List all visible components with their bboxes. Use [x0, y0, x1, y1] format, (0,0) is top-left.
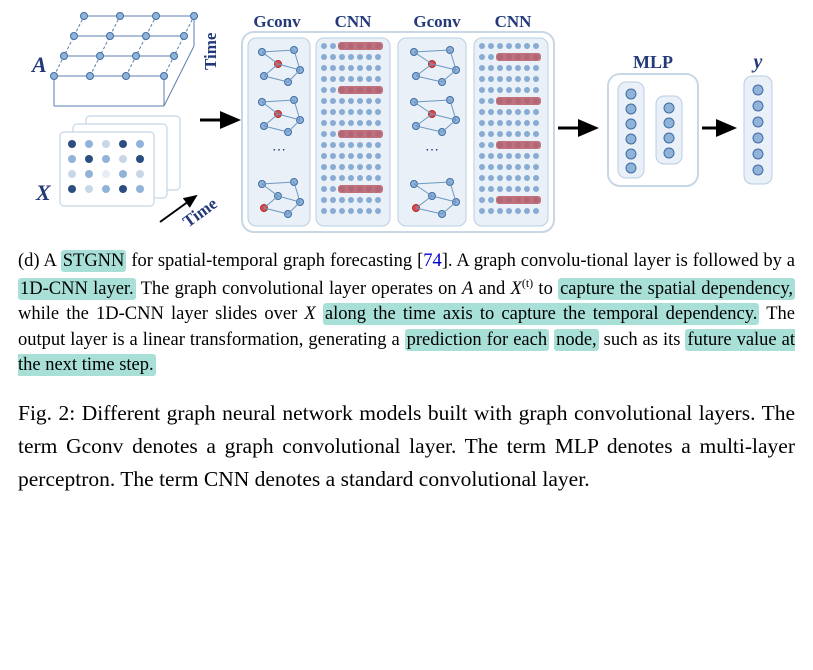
cap-hl-1dcnn: 1D-CNN layer.: [18, 278, 136, 300]
cap-t1: for spatial-temporal graph forecasting [: [126, 251, 423, 271]
cap-X: X: [511, 279, 522, 299]
cap-prefix: (d) A: [18, 251, 61, 271]
cap-hl-node: node,: [554, 329, 599, 351]
citation-74[interactable]: 74: [423, 251, 442, 271]
cap-t7: [316, 304, 323, 324]
A-tensor: [51, 13, 198, 107]
svg-text:⋯: ⋯: [425, 143, 439, 158]
cap-t6: while the 1D-CNN layer slides over: [18, 304, 304, 324]
label-cnn1: CNN: [335, 12, 373, 31]
label-y: y: [752, 51, 763, 73]
label-time-vertical: Time: [201, 32, 220, 70]
label-time-diag: Time: [179, 194, 221, 232]
label-gconv1: Gconv: [253, 12, 301, 31]
cap-hl-spatial: capture the spatial dependency,: [558, 278, 795, 300]
mlp-cols: [618, 82, 682, 178]
cap-X2: X: [304, 304, 315, 324]
figure-caption: Fig. 2: Different graph neural network m…: [18, 397, 795, 497]
cap-hl-pred: prediction for each: [405, 329, 549, 351]
cap-hl-temporal: along the time axis to capture the tempo…: [323, 303, 760, 325]
label-gconv2: Gconv: [413, 12, 461, 31]
main-columns: ⋯ ⋯: [248, 38, 548, 226]
cap-t2: ]. A graph convolu-tional layer is follo…: [442, 251, 795, 271]
X-tensor: [60, 116, 180, 206]
stgnn-diagram-svg: A: [18, 10, 795, 245]
svg-text:⋯: ⋯: [272, 143, 286, 158]
cap-t10: such as its: [599, 330, 686, 350]
label-A: A: [30, 52, 47, 77]
cap-A: A: [462, 279, 473, 299]
cap-t3: The graph convolutional layer operates o…: [136, 279, 462, 299]
cap-t5: to: [533, 279, 558, 299]
label-mlp: MLP: [633, 52, 673, 72]
cap-t4: and: [473, 279, 510, 299]
figure-diagram: A: [18, 10, 795, 245]
cap-sup: (t): [522, 276, 533, 290]
label-X: X: [35, 180, 52, 205]
cap-hl-stgnn: STGNN: [61, 250, 127, 272]
label-cnn2: CNN: [495, 12, 533, 31]
subcaption-d: (d) A STGNN for spatial-temporal graph f…: [18, 249, 795, 379]
